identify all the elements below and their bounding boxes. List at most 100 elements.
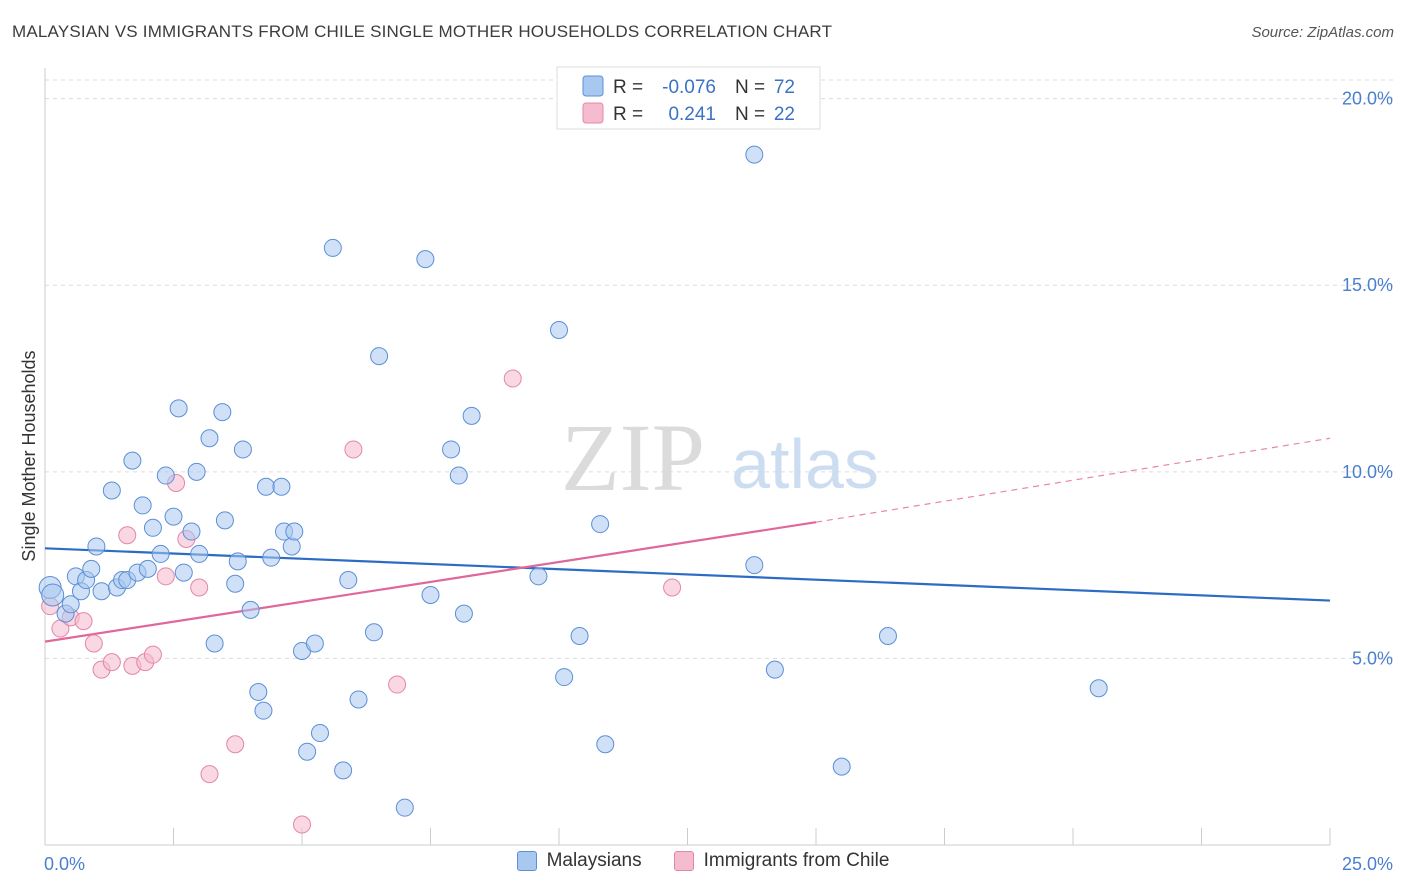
data-point-malaysians (370, 347, 389, 366)
data-point-chile (118, 526, 137, 545)
data-point-malaysians (555, 668, 574, 687)
legend-item-chile[interactable]: Immigrants from Chile (673, 850, 890, 872)
data-point-malaysians (226, 574, 245, 593)
data-point-malaysians (570, 627, 589, 646)
legend-label-malaysians: Malaysians (546, 850, 642, 871)
data-point-malaysians (241, 600, 260, 619)
data-point-malaysians (228, 552, 247, 571)
data-point-malaysians (187, 462, 206, 481)
data-point-malaysians (200, 429, 219, 448)
data-point-malaysians (442, 440, 461, 459)
watermark: ZIP atlas (561, 404, 879, 511)
data-point-malaysians (164, 507, 183, 526)
tick-labels: 5.0% 10.0% 15.0% 20.0% 0.0% 25.0% (44, 89, 1393, 874)
legend-item-malaysians[interactable]: Malaysians (516, 850, 642, 872)
trend-lines (44, 437, 1331, 643)
data-points (38, 145, 1108, 834)
data-point-malaysians (529, 567, 548, 586)
data-point-malaysians (550, 321, 568, 340)
chart-title: MALAYSIAN VS IMMIGRANTS FROM CHILE SINGL… (12, 22, 833, 41)
legend-n-label-2: N = (735, 104, 765, 125)
data-point-malaysians (449, 466, 468, 485)
data-point-malaysians (61, 595, 80, 614)
legend-swatch-malaysians (582, 75, 604, 97)
data-point-malaysians (334, 761, 353, 780)
trend-line-malaysians (44, 547, 1331, 602)
legend-r-label-1: R = (613, 77, 643, 98)
legend-r-value-1: -0.076 (662, 77, 716, 98)
data-point-malaysians (92, 582, 111, 601)
data-point-malaysians (282, 537, 301, 556)
data-point-malaysians (416, 250, 435, 269)
data-point-malaysians (151, 544, 170, 563)
data-point-malaysians (339, 571, 358, 590)
data-point-malaysians (272, 477, 291, 496)
y-tick-label: 5.0% (1352, 648, 1393, 668)
legend-n-label-1: N = (735, 77, 765, 98)
data-point-malaysians (249, 683, 268, 701)
data-point-chile (190, 578, 209, 597)
grid-lines (45, 79, 1393, 659)
watermark-zip: ZIP (561, 404, 705, 511)
data-point-malaysians (878, 627, 897, 646)
x-tick-label: 25.0% (1342, 854, 1393, 874)
data-point-chile (503, 369, 522, 388)
watermark-atlas: atlas (731, 425, 879, 503)
data-point-malaysians (832, 757, 851, 776)
data-point-malaysians (262, 548, 281, 567)
data-point-malaysians (745, 556, 764, 575)
y-tick-label: 15.0% (1342, 275, 1393, 295)
data-point-malaysians (143, 518, 162, 537)
data-point-malaysians (87, 537, 106, 556)
data-point-malaysians (298, 742, 317, 761)
data-point-malaysians (349, 690, 368, 709)
data-point-malaysians (462, 406, 481, 425)
data-point-malaysians (310, 724, 329, 743)
data-point-malaysians (233, 440, 252, 459)
chart-source: Source: ZipAtlas.com (1251, 24, 1394, 41)
data-point-malaysians (205, 634, 224, 653)
data-point-malaysians (213, 403, 232, 422)
data-point-malaysians (323, 238, 342, 257)
y-tick-label: 20.0% (1342, 89, 1393, 109)
data-point-malaysians (169, 399, 188, 418)
data-point-chile (200, 765, 219, 784)
data-point-malaysians (745, 145, 764, 164)
data-point-chile (102, 653, 121, 672)
data-point-malaysians (41, 583, 65, 607)
data-point-malaysians (1089, 679, 1108, 698)
swatch-chile (673, 851, 694, 871)
data-point-malaysians (421, 585, 440, 604)
data-point-chile (293, 815, 311, 834)
data-point-chile (74, 612, 93, 631)
swatch-malaysians (516, 851, 537, 871)
data-point-chile (84, 634, 103, 653)
data-point-chile (663, 578, 682, 597)
data-point-malaysians (174, 563, 193, 582)
data-point-malaysians (190, 544, 209, 563)
data-point-malaysians (285, 522, 304, 541)
y-axis-title: Single Mother Households (19, 350, 39, 561)
data-point-malaysians (596, 735, 615, 754)
trend-line-chile-extension (815, 437, 1331, 523)
legend-n-value-1: 72 (774, 77, 795, 98)
data-point-malaysians (215, 511, 234, 530)
data-point-malaysians (254, 701, 273, 720)
legend-label-chile: Immigrants from Chile (703, 850, 890, 871)
y-tick-label: 10.0% (1342, 462, 1393, 482)
data-point-chile (344, 440, 363, 459)
x-tick-label: 0.0% (44, 854, 85, 874)
correlation-legend: R = -0.076 N = 72 R = 0.241 N = 22 (556, 66, 821, 130)
legend-r-label-2: R = (613, 104, 643, 125)
data-point-malaysians (138, 559, 157, 578)
data-point-malaysians (257, 477, 276, 496)
data-point-malaysians (591, 515, 610, 534)
legend-r-value-2: 0.241 (668, 104, 716, 125)
data-point-malaysians (765, 660, 784, 679)
data-point-malaysians (82, 559, 101, 578)
data-point-chile (388, 675, 407, 694)
data-point-malaysians (123, 451, 142, 470)
data-point-chile (143, 645, 162, 664)
